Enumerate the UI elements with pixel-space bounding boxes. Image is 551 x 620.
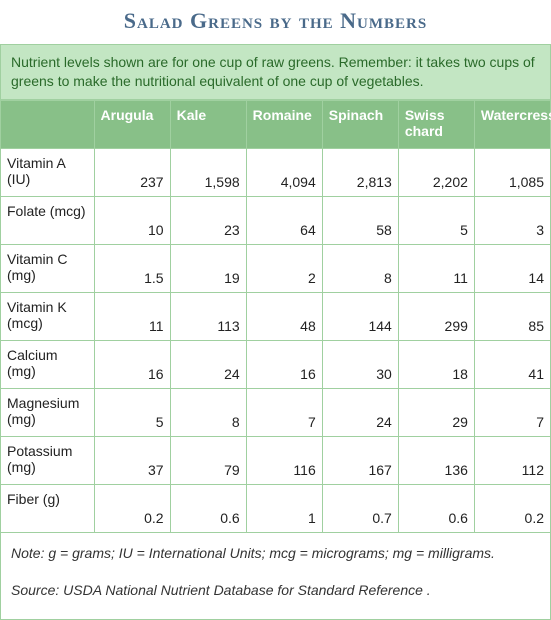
cell-value: 79 [170, 436, 246, 484]
table-header: Romaine [246, 100, 322, 148]
cell-value: 1,598 [170, 148, 246, 196]
table-row: Folate (mcg)1023645853 [1, 196, 551, 244]
cell-value: 116 [246, 436, 322, 484]
cell-value: 24 [170, 340, 246, 388]
table-row: Calcium (mg)162416301841 [1, 340, 551, 388]
cell-value: 18 [398, 340, 474, 388]
cell-value: 237 [94, 148, 170, 196]
cell-value: 0.2 [474, 484, 550, 532]
row-label: Folate (mcg) [1, 196, 95, 244]
table-row: Vitamin K (mcg)111134814429985 [1, 292, 551, 340]
table-header: Watercress [474, 100, 550, 148]
cell-value: 2,813 [322, 148, 398, 196]
cell-value: 48 [246, 292, 322, 340]
table-body: Vitamin A (IU)2371,5984,0942,8132,2021,0… [1, 148, 551, 532]
cell-value: 299 [398, 292, 474, 340]
table-row: Vitamin A (IU)2371,5984,0942,8132,2021,0… [1, 148, 551, 196]
cell-value: 23 [170, 196, 246, 244]
cell-value: 41 [474, 340, 550, 388]
cell-value: 0.6 [398, 484, 474, 532]
row-label: Magnesium (mg) [1, 388, 95, 436]
cell-value: 16 [94, 340, 170, 388]
row-label: Vitamin C (mg) [1, 244, 95, 292]
cell-value: 144 [322, 292, 398, 340]
page-title: Salad Greens by the Numbers [0, 0, 551, 44]
footnote-box: Note: g = grams; IU = International Unit… [0, 533, 551, 620]
cell-value: 58 [322, 196, 398, 244]
cell-value: 64 [246, 196, 322, 244]
cell-value: 3 [474, 196, 550, 244]
cell-value: 4,094 [246, 148, 322, 196]
row-label: Potassium (mg) [1, 436, 95, 484]
cell-value: 19 [170, 244, 246, 292]
cell-value: 0.6 [170, 484, 246, 532]
cell-value: 0.7 [322, 484, 398, 532]
cell-value: 167 [322, 436, 398, 484]
cell-value: 2,202 [398, 148, 474, 196]
cell-value: 10 [94, 196, 170, 244]
cell-value: 85 [474, 292, 550, 340]
table-header: Swiss chard [398, 100, 474, 148]
cell-value: 11 [94, 292, 170, 340]
cell-value: 16 [246, 340, 322, 388]
row-label: Vitamin K (mcg) [1, 292, 95, 340]
table-row: Fiber (g)0.20.610.70.60.2 [1, 484, 551, 532]
table-header: Kale [170, 100, 246, 148]
table-row: Vitamin C (mg)1.519281114 [1, 244, 551, 292]
nutrient-table-container: Salad Greens by the Numbers Nutrient lev… [0, 0, 551, 620]
row-label: Fiber (g) [1, 484, 95, 532]
cell-value: 5 [398, 196, 474, 244]
cell-value: 5 [94, 388, 170, 436]
cell-value: 7 [246, 388, 322, 436]
cell-value: 29 [398, 388, 474, 436]
cell-value: 37 [94, 436, 170, 484]
cell-value: 2 [246, 244, 322, 292]
cell-value: 0.2 [94, 484, 170, 532]
cell-value: 1 [246, 484, 322, 532]
cell-value: 1.5 [94, 244, 170, 292]
footnote-definitions: Note: g = grams; IU = International Unit… [11, 543, 540, 564]
cell-value: 1,085 [474, 148, 550, 196]
table-header: Arugula [94, 100, 170, 148]
table-row: Potassium (mg)3779116167136112 [1, 436, 551, 484]
cell-value: 24 [322, 388, 398, 436]
row-label: Calcium (mg) [1, 340, 95, 388]
cell-value: 30 [322, 340, 398, 388]
table-header-blank [1, 100, 95, 148]
cell-value: 14 [474, 244, 550, 292]
table-row: Magnesium (mg)58724297 [1, 388, 551, 436]
row-label: Vitamin A (IU) [1, 148, 95, 196]
cell-value: 112 [474, 436, 550, 484]
cell-value: 11 [398, 244, 474, 292]
cell-value: 7 [474, 388, 550, 436]
cell-value: 8 [322, 244, 398, 292]
cell-value: 113 [170, 292, 246, 340]
table-header-row: Arugula Kale Romaine Spinach Swiss chard… [1, 100, 551, 148]
subtitle-note: Nutrient levels shown are for one cup of… [0, 44, 551, 100]
cell-value: 8 [170, 388, 246, 436]
footnote-source: Source: USDA National Nutrient Database … [11, 580, 540, 601]
nutrient-table: Arugula Kale Romaine Spinach Swiss chard… [0, 100, 551, 533]
cell-value: 136 [398, 436, 474, 484]
table-header: Spinach [322, 100, 398, 148]
